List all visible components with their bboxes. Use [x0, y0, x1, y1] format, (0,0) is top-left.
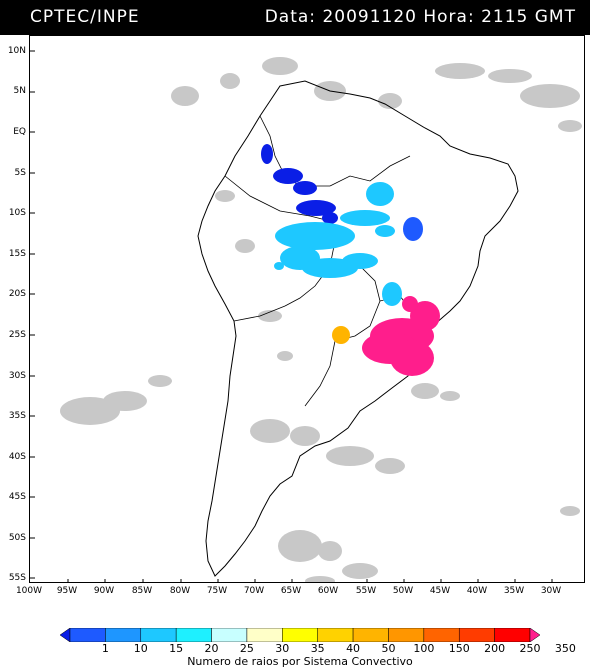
colorbar-segment [140, 628, 177, 642]
colorbar-segment [317, 628, 354, 642]
lon-label: 80W [169, 586, 191, 596]
lat-label: 10N [7, 46, 26, 56]
colorbar-segment [60, 628, 71, 642]
colorbar-tick-label: 50 [381, 642, 396, 655]
lat-label: 25S [8, 330, 26, 340]
lon-label: 60W [317, 586, 339, 596]
colorbar-tick-label: 20 [204, 642, 219, 655]
colorbar-tick-label: 350 [554, 642, 576, 655]
lon-label: 40W [466, 586, 488, 596]
colorbar-segment [388, 628, 425, 642]
lon-label: 95W [56, 586, 78, 596]
colorbar-tick-label: 35 [310, 642, 325, 655]
storm-cluster-mid-blue [403, 217, 423, 241]
colorbar-tick-label: 30 [275, 642, 290, 655]
colorbar-segment [494, 628, 531, 642]
colorbar-tick-label: 1 [101, 642, 109, 655]
map-header: CPTEC/INPE Data: 20091120 Hora: 2115 GMT [0, 0, 590, 35]
storm-cluster-magenta [362, 296, 440, 376]
lon-label: 100W [15, 586, 43, 596]
lon-label: 90W [93, 586, 115, 596]
lat-label: 40S [8, 452, 26, 462]
colorbar-title: Numero de raios por Sistema Convectivo [187, 655, 413, 668]
colorbar-tick-label: 250 [519, 642, 541, 655]
lat-label: 45S [8, 492, 26, 502]
colorbar-segment [423, 628, 460, 642]
country-borders [224, 115, 421, 407]
lat-label: 55S [8, 573, 26, 583]
colorbar-tick-label: 100 [413, 642, 435, 655]
colorbar-segment [352, 628, 389, 642]
map-frame [29, 35, 585, 583]
colorbar [60, 628, 540, 642]
cloud-cover [60, 57, 582, 582]
lat-label: 50S [8, 533, 26, 543]
lat-label: 30S [8, 371, 26, 381]
lon-label: 30W [540, 586, 562, 596]
lon-label: 45W [429, 586, 451, 596]
colorbar-tick-label: 10 [133, 642, 148, 655]
lat-label: 35S [8, 411, 26, 421]
lon-label: 35W [503, 586, 525, 596]
map-canvas [30, 50, 582, 582]
lon-label: 55W [355, 586, 377, 596]
lat-ticks [30, 50, 35, 579]
lat-label: 15S [8, 249, 26, 259]
colorbar-segment [211, 628, 248, 642]
colorbar-segment [529, 628, 540, 642]
storm-cluster-orange [332, 326, 350, 344]
lon-label: 70W [243, 586, 265, 596]
lat-label: EQ [13, 127, 26, 137]
storm-cluster-blue [261, 144, 338, 224]
colorbar-tick-label: 150 [448, 642, 470, 655]
colorbar-segment [246, 628, 283, 642]
colorbar-segment [458, 628, 495, 642]
lat-label: 10S [8, 208, 26, 218]
lat-label: 20S [8, 289, 26, 299]
lat-label: 5S [14, 168, 26, 178]
source-label: CPTEC/INPE [30, 7, 140, 27]
colorbar-segment [175, 628, 212, 642]
storm-cluster-cyan [274, 182, 402, 306]
datetime-label: Data: 20091120 Hora: 2115 GMT [264, 7, 576, 27]
colorbar-segment [105, 628, 142, 642]
colorbar-tick-label: 25 [239, 642, 254, 655]
colorbar-segment [282, 628, 318, 642]
lon-label: 65W [280, 586, 302, 596]
colorbar-tick-label: 15 [169, 642, 184, 655]
lon-label: 75W [206, 586, 228, 596]
south-america-coastline [197, 80, 519, 577]
colorbar-segment [69, 628, 106, 642]
colorbar-tick-label: 40 [346, 642, 361, 655]
lon-label: 85W [131, 586, 153, 596]
colorbar-tick-label: 200 [484, 642, 506, 655]
lon-label: 50W [392, 586, 414, 596]
lat-label: 5N [13, 86, 26, 96]
